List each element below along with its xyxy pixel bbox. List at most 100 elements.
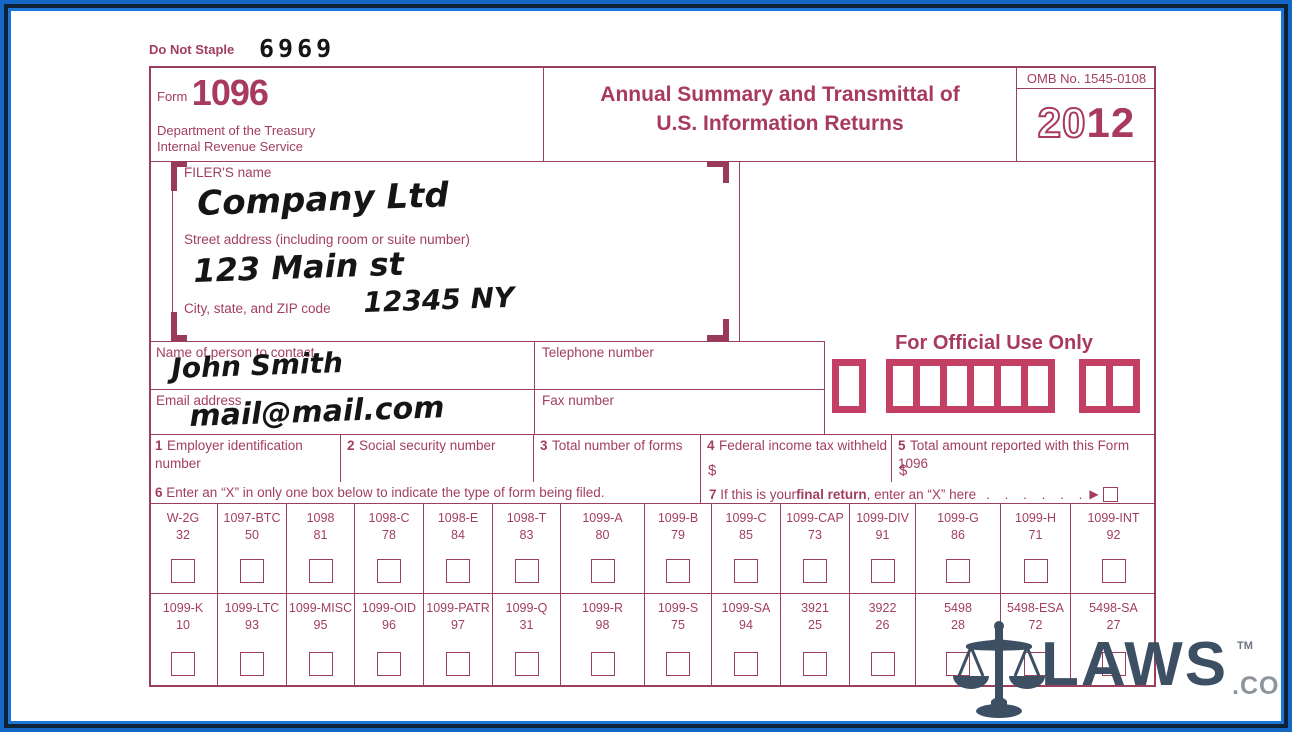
corner-bracket [707, 335, 729, 341]
checkbox-1099ltc[interactable] [240, 652, 264, 676]
filer-city-value[interactable]: 12345 NY [362, 280, 515, 319]
cell-1099ltc: 1099-LTC 93 [218, 594, 287, 687]
cell-5498esa: 5498-ESA 72 [1001, 594, 1071, 687]
form-type-code: 10 [176, 618, 190, 632]
checkbox-1097btc[interactable] [240, 559, 264, 583]
header-divider-line [149, 161, 1156, 162]
checkbox-1099c[interactable] [734, 559, 758, 583]
form-type-name: 5498-SA [1089, 601, 1138, 615]
form-word: Form [157, 89, 188, 104]
box-1-ein[interactable]: 1 Employer identification number [149, 434, 341, 482]
form-type-code: 94 [739, 618, 753, 632]
form-type-name: 1098-T [506, 511, 547, 525]
form-type-code: 25 [808, 618, 822, 632]
checkbox-1098c[interactable] [377, 559, 401, 583]
box-label: Employer identification number [155, 438, 303, 471]
box-number: 1 [155, 438, 163, 453]
checkbox-1099cap[interactable] [803, 559, 827, 583]
form-number: 1096 [191, 72, 269, 113]
checkbox-1099int[interactable] [1101, 559, 1126, 583]
checkbox-3922[interactable] [870, 652, 895, 676]
official-use-slot [1113, 366, 1133, 406]
contact-mid-line [149, 389, 824, 390]
checkbox-1099oid[interactable] [377, 652, 401, 676]
checkbox-1099misc[interactable] [308, 652, 333, 676]
form-type-name: 1099-H [1015, 511, 1056, 525]
checkbox-1099k[interactable] [171, 652, 195, 676]
checkbox-1099r[interactable] [590, 652, 615, 676]
cell-1099r: 1099-R 98 [561, 594, 645, 687]
form-type-name: 5498 [944, 601, 972, 615]
cell-1099sa: 1099-SA 94 [712, 594, 781, 687]
tax-year: 2012 [1017, 98, 1156, 147]
form-type-name: 1099-DIV [856, 511, 909, 525]
box-7-text: , enter an “X” here [866, 486, 977, 502]
filer-box-right-line [739, 161, 740, 341]
filer-street-value[interactable]: 123 Main st [192, 244, 405, 290]
form-type-row-1: W-2G 32 1097-BTC 50 1098 81 1098-C 78 1098-E… [149, 504, 1156, 594]
contact-right-line [824, 341, 825, 434]
box-6-instruction: 6 Enter an “X” in only one box below to … [149, 482, 701, 503]
fax-label: Fax number [542, 393, 615, 408]
dollar-sign: $ [708, 462, 717, 479]
form-type-name: 1097-BTC [223, 511, 281, 525]
fax-value-field[interactable] [654, 406, 814, 430]
filer-box-left-line [172, 161, 173, 341]
laws-logo-text: LAWS [1041, 630, 1229, 699]
checkbox-1099div[interactable] [870, 559, 895, 583]
tax-year-outline: 20 [1037, 98, 1087, 147]
checkbox-1099g[interactable] [946, 559, 970, 583]
form-type-code: 79 [671, 528, 685, 542]
checkbox-1098t[interactable] [514, 559, 539, 583]
box-6-7-row: 6 Enter an “X” in only one box below to … [149, 482, 1156, 504]
telephone-value-field[interactable] [654, 359, 814, 383]
cell-1098: 1098 81 [287, 504, 355, 593]
box-5-total-amount[interactable]: 5 Total amount reported with this Form 1… [892, 434, 1156, 482]
corner-bracket [723, 319, 729, 341]
form-type-name: 1099-A [582, 511, 623, 525]
checkbox-w2g[interactable] [171, 559, 195, 583]
official-use-box-single [832, 359, 866, 413]
final-return-checkbox[interactable] [1102, 486, 1118, 502]
form-type-code: 86 [951, 528, 965, 542]
checkbox-1099h[interactable] [1023, 559, 1048, 583]
form-type-code: 93 [245, 618, 259, 632]
box-3-total-forms[interactable]: 3 Total number of forms [534, 434, 701, 482]
checkbox-1099sa[interactable] [734, 652, 758, 676]
checkbox-5498sa[interactable] [1101, 652, 1126, 676]
checkbox-1099patr[interactable] [446, 652, 470, 676]
checkbox-1099a[interactable] [590, 559, 615, 583]
box-4-tax-withheld[interactable]: 4 Federal income tax withheld $ [701, 434, 892, 482]
form-type-name: 1099-K [162, 601, 204, 615]
form-type-code: 92 [1106, 528, 1121, 542]
box-7-text-bold: final return [796, 486, 867, 502]
checkbox-1099s[interactable] [666, 652, 690, 676]
contact-person-value[interactable]: John Smith [170, 346, 344, 385]
checkbox-1099q[interactable] [514, 652, 539, 676]
box-2-ssn[interactable]: 2 Social security number [341, 434, 534, 482]
form-type-code: 98 [595, 618, 610, 632]
form-type-code: 28 [951, 618, 965, 632]
form-id-cell: Form 1096 Department of the Treasury Int… [149, 66, 544, 161]
checkbox-3921[interactable] [803, 652, 827, 676]
form-type-name: 1099-PATR [426, 601, 490, 615]
form-type-name: 1099-S [657, 601, 699, 615]
checkbox-1098[interactable] [308, 559, 333, 583]
form-type-code: 71 [1028, 528, 1043, 542]
form-type-name: 1099-OID [361, 601, 417, 615]
checkbox-1098e[interactable] [446, 559, 470, 583]
cell-1099q: 1099-Q 31 [493, 594, 561, 687]
box-label: Social security number [358, 438, 496, 453]
corner-bracket [171, 161, 187, 167]
filer-name-label: FILER'S name [184, 165, 272, 180]
form-type-name: 1099-MISC [288, 601, 353, 615]
box-6-text: Enter an “X” in only one box below to in… [166, 485, 605, 500]
checkbox-1099b[interactable] [666, 559, 690, 583]
box-number: 6 [155, 485, 163, 500]
form-type-code: 84 [451, 528, 465, 542]
cell-1098e: 1098-E 84 [424, 504, 493, 593]
tax-year-solid: 12 [1086, 99, 1136, 146]
form-type-code: 96 [382, 618, 396, 632]
filer-street-label: Street address (including room or suite … [184, 232, 470, 247]
form-type-name: W-2G [166, 511, 200, 525]
